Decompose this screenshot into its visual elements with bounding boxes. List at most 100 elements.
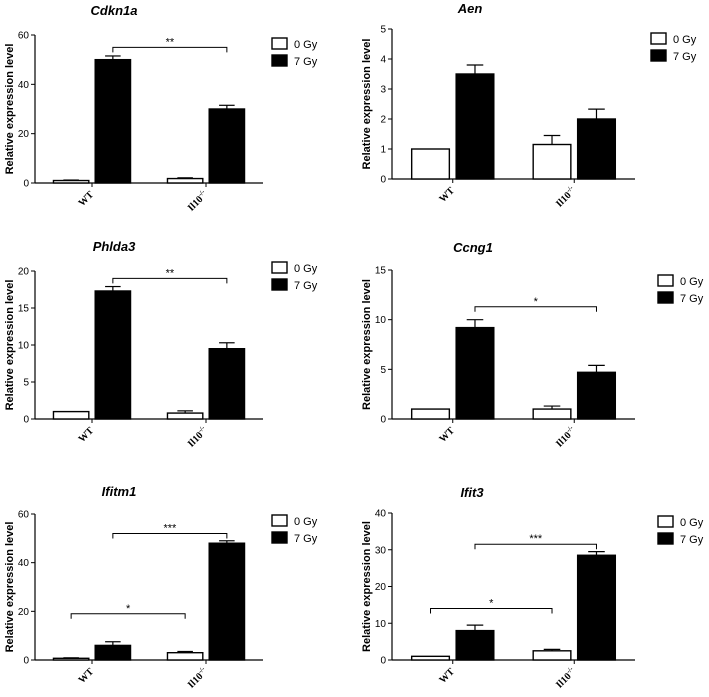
bar-0gy [532,143,572,180]
x-tick-label: WT [77,666,97,686]
legend-swatch [271,37,288,50]
y-tick-label: 30 [375,545,387,556]
x-tick-label: Il10-/- [184,187,210,213]
x-tick-label-base: WT [77,666,97,686]
y-tick-label: 3 [380,85,386,96]
bar-0gy [532,408,572,420]
y-tick-label: 10 [375,619,387,630]
bar-7gy [208,108,246,184]
legend-label: 7 Gy [294,56,318,68]
y-tick-label: 5 [380,365,386,376]
y-axis-label: Relative expression level [4,522,16,653]
bar-7gy [94,58,132,184]
bar-0gy [410,148,451,180]
x-tick-label: Il10-/- [553,183,579,209]
significance-marker: * [489,598,494,610]
y-axis-label: Relative expression level [361,521,373,652]
x-tick-label-base: WT [437,666,457,686]
significance-bracket [474,306,597,312]
y-tick-label: 60 [18,510,30,521]
bar-0gy [52,410,90,420]
legend-label: 7 Gy [294,533,318,545]
significance-bracket [70,613,186,619]
legend-label: 7 Gy [294,280,318,292]
chart-title: Ifitm1 [102,484,137,499]
legend-label: 0 Gy [294,516,318,528]
significance-marker: ** [166,267,175,279]
legend-label: 7 Gy [680,293,704,305]
y-tick-label: 40 [18,80,30,91]
legend-label: 0 Gy [294,39,318,51]
x-tick-label: WT [437,185,457,205]
legend-swatch [657,515,674,528]
y-tick-label: 0 [380,415,386,426]
x-tick-label-sup: -/- [565,664,576,675]
bar-7gy [208,348,246,420]
bar-7gy [94,644,132,661]
chart-title: Aen [457,1,483,16]
y-tick-label: 5 [23,378,29,389]
x-tick-label-base: WT [77,189,97,209]
y-axis-label: Relative expression level [361,279,373,410]
y-tick-label: 1 [380,145,386,156]
bar-0gy [410,408,451,420]
bar-0gy [410,655,451,661]
significance-marker: * [126,603,131,615]
significance-bracket [112,532,228,539]
x-tick-label: WT [77,425,97,445]
y-tick-label: 10 [18,341,30,352]
legend-swatch [657,274,674,287]
y-tick-label: 60 [18,31,30,42]
x-tick-label-sup: -/- [565,183,576,194]
y-tick-label: 0 [23,179,29,190]
x-tick-label: Il10-/- [553,423,579,449]
significance-marker: * [534,296,539,308]
legend-label: 0 Gy [294,263,318,275]
chart-title: Phlda3 [93,239,136,254]
legend-swatch [271,514,288,527]
bar-7gy [576,371,617,420]
y-tick-label: 20 [18,129,30,140]
x-tick-label: Il10-/- [184,664,210,690]
y-tick-label: 0 [380,656,386,667]
y-tick-label: 0 [23,415,29,426]
x-tick-label: Il10-/- [553,664,579,690]
y-tick-label: 15 [375,266,387,277]
legend-swatch [650,32,667,45]
chart-panel-1: Aen Relative expression level 0 1 2 3 4 5 WT Il10… [361,1,697,210]
chart-panel-0: Cdkn1a Relative expression level 0 20 40 60 WT… [4,3,318,214]
significance-bracket [474,543,597,550]
legend-swatch [650,49,667,62]
significance-bracket [430,608,553,614]
y-tick-label: 10 [375,315,387,326]
legend-swatch [271,261,288,274]
y-tick-label: 4 [380,55,386,66]
bar-0gy [166,177,204,184]
y-axis-label: Relative expression level [4,280,16,411]
x-tick-label: WT [437,666,457,686]
y-tick-label: 2 [380,115,386,126]
bar-0gy [166,412,204,420]
bar-7gy [455,326,495,420]
chart-title: Ifit3 [460,485,484,500]
significance-bracket [112,46,228,53]
y-tick-label: 20 [375,582,387,593]
y-tick-label: 20 [18,267,30,278]
significance-marker: ** [166,36,175,48]
y-tick-label: 0 [23,656,29,667]
y-tick-label: 0 [380,175,386,186]
y-tick-label: 40 [18,558,30,569]
bar-7gy [455,629,495,661]
chart-title: Cdkn1a [91,3,138,18]
x-tick-label-sup: -/- [565,423,576,434]
y-tick-label: 15 [18,304,30,315]
legend-swatch [271,278,288,291]
chart-panel-3: Ccng1 Relative expression level 0 5 10 15 WT Il… [361,240,704,450]
significance-marker: *** [163,522,177,534]
significance-bracket [112,277,228,284]
x-tick-label-base: WT [437,185,457,205]
y-axis-label: Relative expression level [361,39,373,170]
x-tick-label: WT [77,189,97,209]
x-tick-label: WT [437,425,457,445]
